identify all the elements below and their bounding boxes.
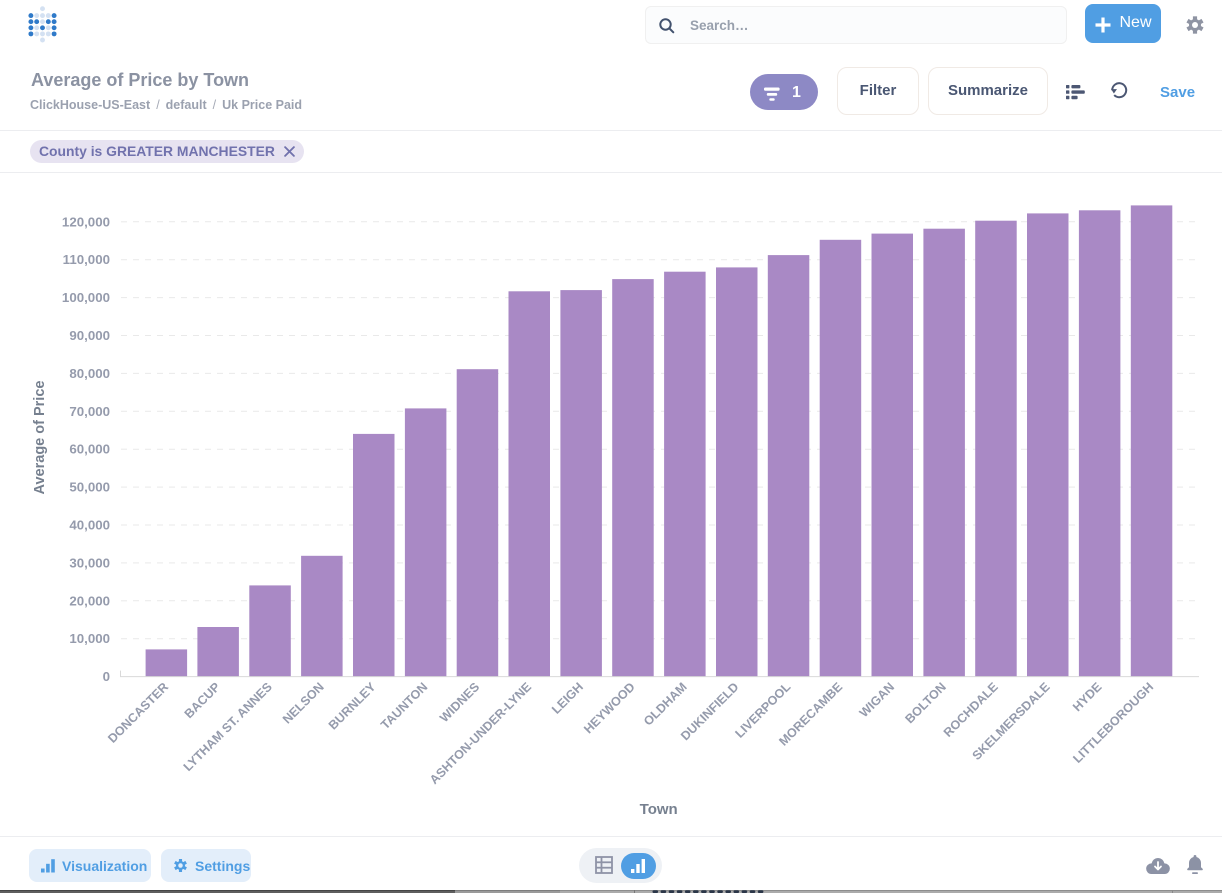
svg-text:NELSON: NELSON — [280, 680, 327, 727]
svg-text:BURNLEY: BURNLEY — [326, 679, 379, 732]
svg-text:70,000: 70,000 — [69, 404, 110, 419]
svg-text:ASHTON-UNDER-LYNE: ASHTON-UNDER-LYNE — [427, 680, 534, 787]
svg-text:120,000: 120,000 — [62, 214, 110, 229]
svg-text:OLDHAM: OLDHAM — [641, 680, 690, 729]
svg-text:TAUNTON: TAUNTON — [378, 680, 430, 732]
svg-text:40,000: 40,000 — [69, 518, 110, 533]
svg-text:DONCASTER: DONCASTER — [105, 680, 171, 746]
svg-text:HEYWOOD: HEYWOOD — [581, 680, 638, 737]
svg-text:WIGAN: WIGAN — [857, 680, 897, 720]
svg-text:60,000: 60,000 — [69, 442, 110, 457]
svg-text:50,000: 50,000 — [69, 480, 110, 495]
svg-text:110,000: 110,000 — [63, 252, 110, 267]
svg-text:0: 0 — [103, 669, 110, 684]
svg-text:Average of Price: Average of Price — [32, 381, 48, 495]
svg-text:100,000: 100,000 — [62, 290, 110, 305]
svg-text:WIDNES: WIDNES — [437, 680, 482, 725]
svg-text:90,000: 90,000 — [69, 328, 110, 343]
svg-text:LYTHAM ST. ANNES: LYTHAM ST. ANNES — [181, 680, 275, 774]
svg-text:Town: Town — [640, 801, 678, 818]
svg-text:30,000: 30,000 — [69, 555, 110, 570]
svg-text:LEIGH: LEIGH — [549, 680, 586, 717]
svg-text:BACUP: BACUP — [182, 680, 223, 721]
svg-text:BOLTON: BOLTON — [903, 680, 949, 726]
svg-text:20,000: 20,000 — [69, 593, 110, 608]
svg-text:80,000: 80,000 — [69, 366, 110, 381]
svg-text:10,000: 10,000 — [69, 631, 110, 646]
svg-text:HYDE: HYDE — [1070, 680, 1104, 714]
